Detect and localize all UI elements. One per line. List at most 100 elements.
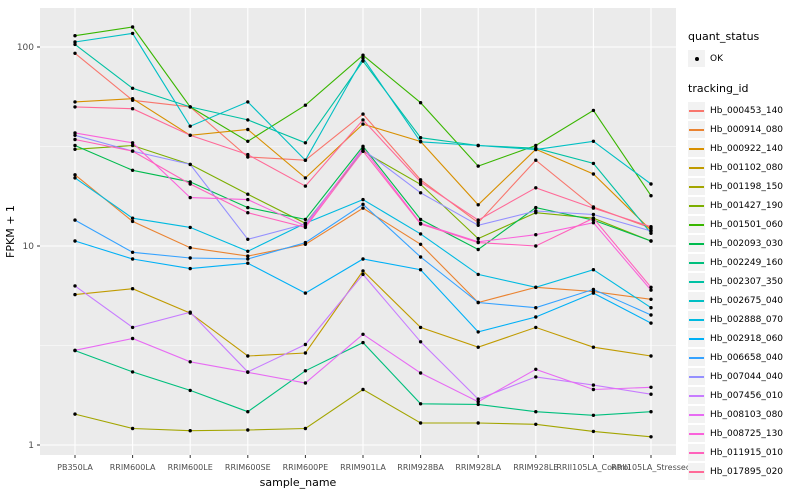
data-point[interactable] [476,240,480,245]
data-point[interactable] [649,229,653,233]
data-point[interactable] [591,345,596,349]
legend-item-Hb_007456_010[interactable]: Hb_007456_010 [688,386,798,405]
data-point[interactable] [649,297,653,301]
data-point[interactable] [73,412,77,416]
data-point[interactable] [534,422,538,426]
data-point[interactable] [73,176,77,180]
data-point[interactable] [73,105,77,109]
legend-item-Hb_002918_060[interactable]: Hb_002918_060 [688,329,798,348]
data-point[interactable] [188,388,192,393]
data-point[interactable] [476,397,480,401]
data-point[interactable] [303,351,308,355]
data-point[interactable] [361,122,365,126]
data-point[interactable] [246,257,250,261]
data-point[interactable] [476,236,480,241]
data-point[interactable] [534,375,538,379]
legend-item-Hb_000453_140[interactable]: Hb_000453_140 [688,101,798,120]
data-point[interactable] [591,172,596,176]
legend-item-Hb_002307_350[interactable]: Hb_002307_350 [688,272,798,291]
data-point[interactable] [591,413,596,417]
data-point[interactable] [418,217,423,222]
data-point[interactable] [476,203,480,207]
data-point[interactable] [649,354,653,358]
data-point[interactable] [361,272,365,277]
data-point[interactable] [73,131,77,135]
data-point[interactable] [476,400,480,404]
data-point[interactable] [591,206,596,210]
data-point[interactable] [591,161,596,166]
data-point[interactable] [361,202,365,206]
data-point[interactable] [130,168,135,172]
data-point[interactable] [534,186,538,190]
data-point[interactable] [130,325,135,330]
data-point[interactable] [418,101,423,105]
data-point[interactable] [303,176,308,180]
legend-item-Hb_002093_030[interactable]: Hb_002093_030 [688,234,798,253]
legend-item-Hb_011915_010[interactable]: Hb_011915_010 [688,443,798,462]
data-point[interactable] [188,162,192,167]
legend-item-ok[interactable]: OK [688,49,798,68]
data-point[interactable] [130,31,135,36]
legend-item-Hb_006658_040[interactable]: Hb_006658_040 [688,348,798,367]
legend-item-Hb_001198_150[interactable]: Hb_001198_150 [688,177,798,196]
data-point[interactable] [188,225,192,230]
data-point[interactable] [303,184,308,188]
data-point[interactable] [303,103,308,107]
data-point[interactable] [649,435,653,439]
legend-item-Hb_001102_080[interactable]: Hb_001102_080 [688,158,798,177]
data-point[interactable] [649,239,653,243]
data-point[interactable] [303,141,308,145]
data-point[interactable] [130,143,135,148]
data-point[interactable] [534,325,538,330]
data-point[interactable] [303,158,308,162]
data-point[interactable] [418,180,423,184]
data-point[interactable] [361,206,365,210]
data-point[interactable] [130,219,135,224]
data-point[interactable] [361,387,365,392]
data-point[interactable] [130,370,135,374]
data-point[interactable] [476,223,480,227]
data-point[interactable] [476,300,480,305]
data-point[interactable] [188,124,192,128]
data-point[interactable] [246,249,250,253]
data-point[interactable] [188,246,192,250]
data-point[interactable] [73,143,77,148]
data-point[interactable] [246,205,250,210]
data-point[interactable] [73,133,77,137]
data-point[interactable] [591,291,596,295]
data-point[interactable] [73,348,77,352]
data-point[interactable] [73,218,77,222]
data-point[interactable] [130,107,135,111]
data-point[interactable] [246,139,250,143]
data-point[interactable] [188,360,192,364]
data-point[interactable] [476,345,480,349]
data-point[interactable] [476,421,480,425]
data-point[interactable] [534,233,538,237]
data-point[interactable] [418,268,423,272]
data-point[interactable] [649,182,653,186]
data-point[interactable] [130,287,135,291]
data-point[interactable] [418,371,423,375]
data-point[interactable] [418,325,423,330]
data-point[interactable] [130,216,135,220]
data-point[interactable] [246,354,250,358]
data-point[interactable] [303,369,308,373]
data-point[interactable] [534,143,538,148]
data-point[interactable] [418,340,423,344]
data-point[interactable] [246,370,250,374]
data-point[interactable] [418,242,423,246]
data-point[interactable] [591,287,596,292]
data-point[interactable] [591,383,596,387]
data-point[interactable] [591,108,596,113]
data-point[interactable] [649,194,653,198]
data-point[interactable] [649,313,653,317]
data-point[interactable] [418,191,423,195]
data-point[interactable] [534,209,538,213]
data-point[interactable] [534,285,538,289]
data-point[interactable] [361,257,365,261]
data-point[interactable] [303,342,308,347]
data-point[interactable] [476,218,480,222]
data-point[interactable] [130,97,135,101]
data-point[interactable] [246,410,250,414]
data-point[interactable] [361,112,365,116]
